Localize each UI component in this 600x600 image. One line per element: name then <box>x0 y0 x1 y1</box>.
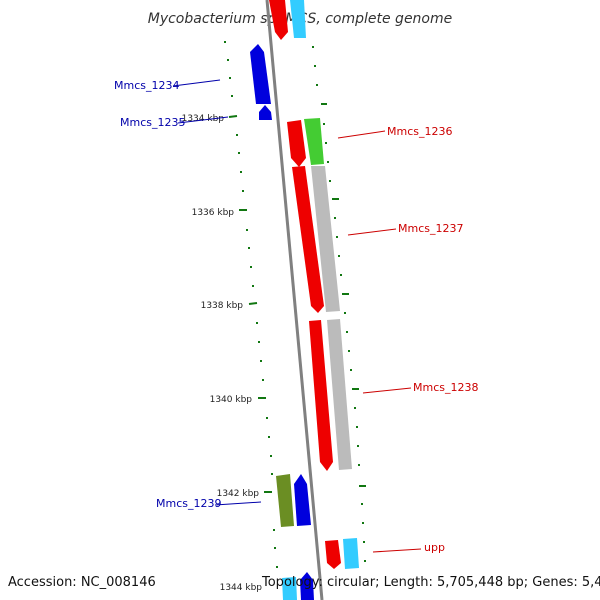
gene-mmcs-1236[interactable] <box>287 118 386 167</box>
genome-backbone <box>265 0 324 600</box>
inner-scale-ring <box>224 41 278 568</box>
label-mmcs-1239: Mmcs_1239 <box>156 497 221 510</box>
tick-label: 1334 kbp <box>182 114 225 124</box>
tick-label: 1344 kbp <box>220 583 263 593</box>
tick-label: 1342 kbp <box>217 489 260 499</box>
tick-label: 1340 kbp <box>210 395 253 405</box>
accession-text: Accession: NC_008146 <box>8 575 156 590</box>
gene-mmcs-1234[interactable] <box>172 44 271 104</box>
label-mmcs-1236: Mmcs_1236 <box>387 125 452 138</box>
scale-tick-1338: 1338 kbp <box>201 301 258 311</box>
scale-tick-1334: 1334 kbp <box>182 114 238 124</box>
scale-tick-1344: 1344 kbp <box>220 583 263 593</box>
label-upp: upp <box>424 541 445 554</box>
label-mmcs-1238: Mmcs_1238 <box>413 381 478 394</box>
gene-upp[interactable] <box>325 538 422 569</box>
label-mmcs-1235: Mmcs_1235 <box>120 116 185 129</box>
scale-tick-1340: 1340 kbp <box>210 395 266 405</box>
outer-scale-ring <box>312 46 366 562</box>
gene-mmcs-1238[interactable] <box>309 319 412 471</box>
topology-text: Topology: circular; Length: 5,705,448 bp… <box>261 575 600 590</box>
top-edge-features <box>269 0 306 40</box>
gene-mmcs-1237[interactable] <box>292 166 397 313</box>
gene-mmcs-1235[interactable] <box>177 105 272 124</box>
label-mmcs-1234: Mmcs_1234 <box>114 79 179 92</box>
gene-mmcs-1239[interactable] <box>214 474 311 527</box>
scale-tick-1342: 1342 kbp <box>217 489 272 499</box>
tick-label: 1338 kbp <box>201 301 244 311</box>
scale-tick-1336: 1336 kbp <box>192 208 247 218</box>
bottom-edge-features <box>282 572 314 600</box>
tick-label: 1336 kbp <box>192 208 235 218</box>
label-mmcs-1237: Mmcs_1237 <box>398 222 463 235</box>
